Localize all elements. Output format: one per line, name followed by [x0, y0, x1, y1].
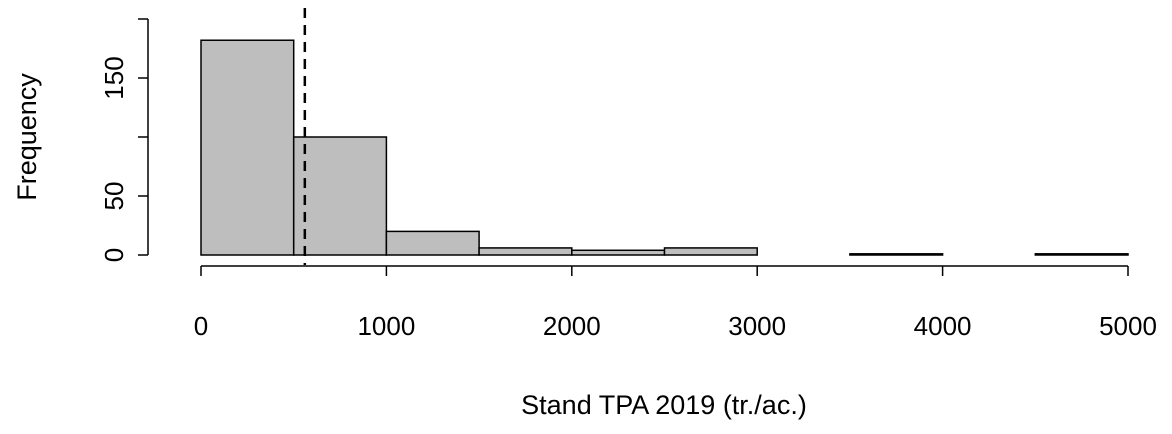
x-tick-label-2: 2000 — [543, 311, 601, 341]
histogram-bar-5 — [663, 247, 758, 256]
x-tick-label-4: 4000 — [914, 311, 972, 341]
x-tick-label-5: 5000 — [1099, 311, 1157, 341]
histogram-bar-4 — [571, 249, 666, 256]
histogram-bar-9 — [1034, 253, 1129, 256]
histogram-bar-2 — [385, 230, 480, 256]
histogram-bar-0 — [200, 39, 295, 256]
x-tick-label-0: 0 — [194, 311, 208, 341]
y-tick-label-1: 50 — [99, 182, 129, 211]
x-tick-label-3: 3000 — [728, 311, 786, 341]
y-tick-label-0: 0 — [99, 248, 129, 262]
y-tick-label-2: 150 — [99, 56, 129, 99]
x-axis-title: Stand TPA 2019 (tr./ac.) — [521, 390, 807, 420]
x-tick-label-1: 1000 — [357, 311, 415, 341]
histogram-bar-1 — [292, 136, 388, 256]
histogram-bar-3 — [478, 247, 573, 256]
bars-layer — [200, 39, 1129, 256]
y-axis-title: Frequency — [12, 73, 42, 201]
y-axis: 0 50 150 — [99, 18, 149, 262]
x-axis: 0 1000 2000 3000 4000 5000 — [194, 265, 1157, 341]
histogram-bar-7 — [849, 253, 944, 256]
